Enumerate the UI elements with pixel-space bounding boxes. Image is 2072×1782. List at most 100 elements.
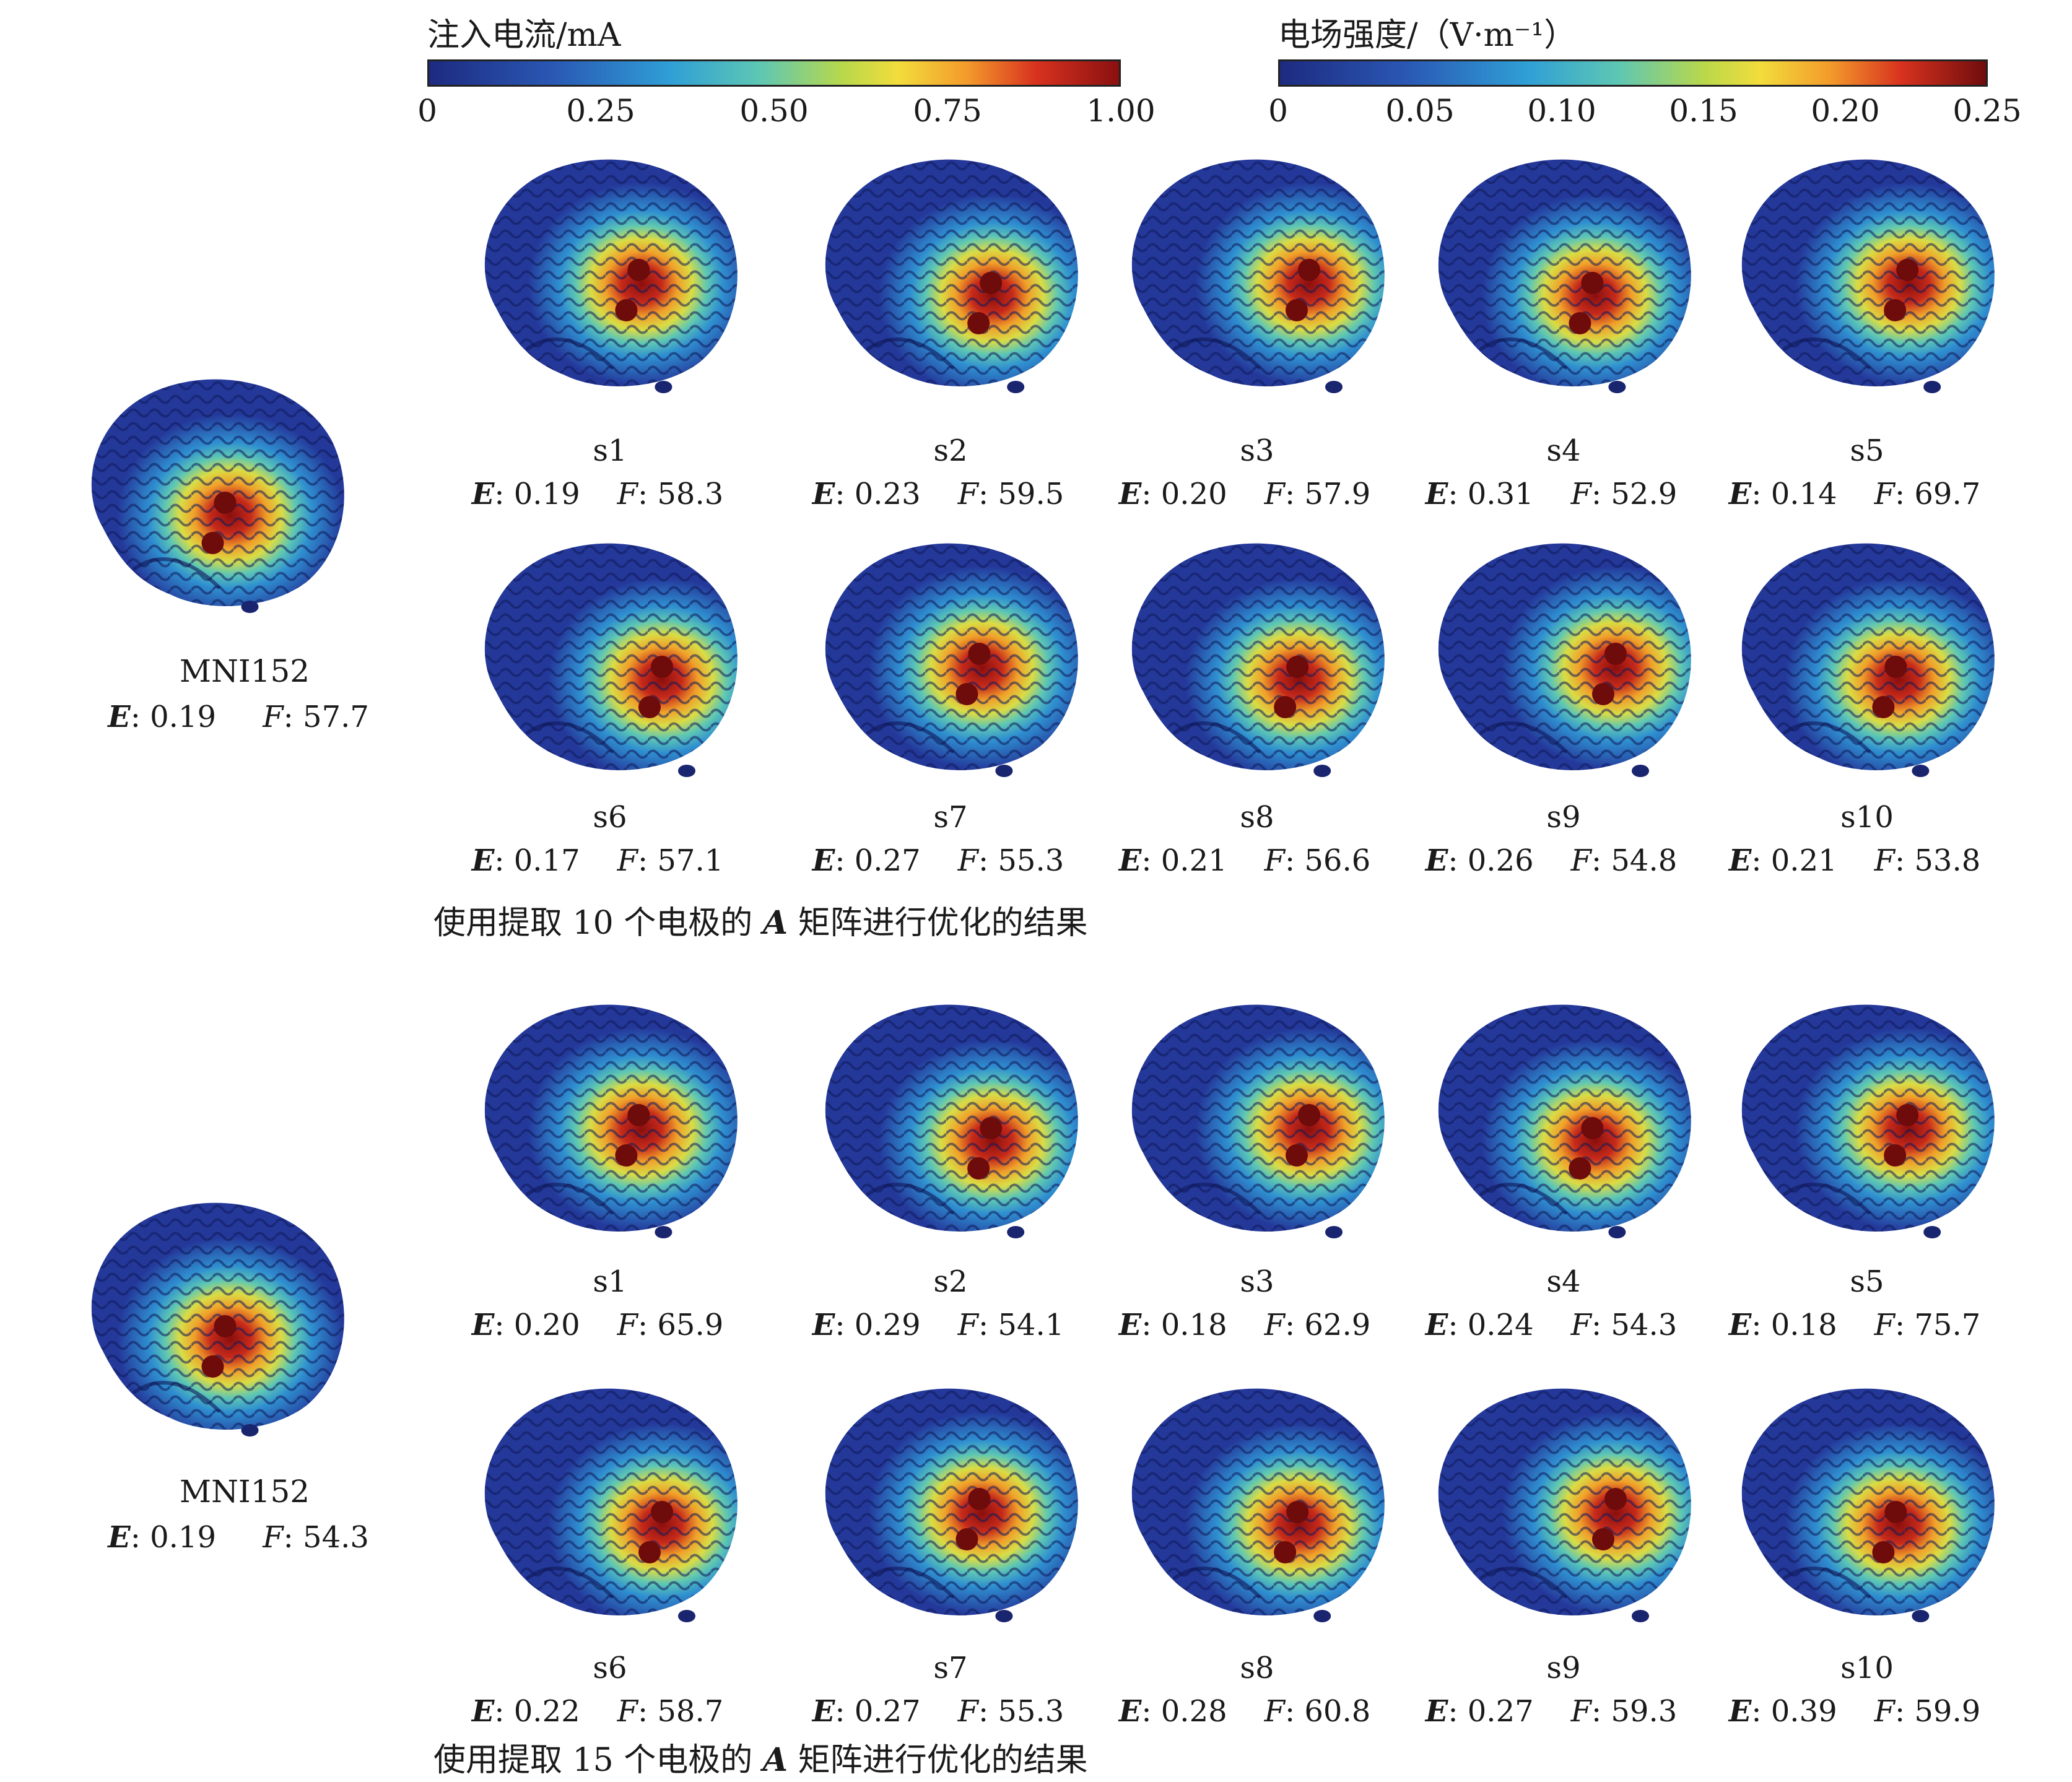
f-value: 69.7 <box>1914 477 1981 511</box>
field-tick: 0 <box>1268 93 1288 129</box>
e-value: 0.17 <box>513 843 580 878</box>
subject-brain-image <box>1412 146 1703 406</box>
subject-brain-image <box>1715 529 2006 789</box>
subject-metrics: E: 0.20 F: 57.9 <box>1118 477 1371 511</box>
caption-matrix: A <box>762 1741 788 1779</box>
mni152-brain-image <box>65 1189 356 1449</box>
subject-brain-image <box>1715 146 2006 406</box>
subject-label: s8 <box>1240 800 1274 835</box>
e-value: 0.19 <box>513 477 580 511</box>
subject-brain-image <box>1105 529 1396 789</box>
e-value: 0.14 <box>1770 477 1837 511</box>
mni152-label: MNI152 <box>179 1474 310 1510</box>
e-key: E <box>1118 843 1142 878</box>
subject-metrics: E: 0.27 F: 59.3 <box>1425 1694 1678 1729</box>
e-key: E <box>471 477 495 511</box>
e-key: E <box>471 1308 495 1342</box>
e-value: 0.20 <box>513 1308 580 1342</box>
f-value: 54.3 <box>303 1520 369 1555</box>
subject-label: s4 <box>1546 1264 1581 1299</box>
e-key: E <box>812 477 835 511</box>
e-value: 0.39 <box>1770 1694 1837 1729</box>
e-key: E <box>108 700 131 734</box>
subject-label: s6 <box>593 1651 627 1685</box>
e-key: E <box>471 1694 495 1729</box>
e-key: E <box>812 843 835 878</box>
subject-brain-image <box>1412 1375 1703 1635</box>
subject-metrics: E: 0.39 F: 59.9 <box>1728 1694 1981 1729</box>
field-tick: 0.25 <box>1952 93 2022 129</box>
e-value: 0.24 <box>1467 1308 1534 1342</box>
subject-label: s8 <box>1240 1651 1274 1685</box>
subject-metrics: E: 0.18 F: 75.7 <box>1728 1308 1981 1342</box>
subject-brain-image <box>799 1375 1090 1635</box>
subject-metrics: E: 0.19 F: 58.3 <box>471 477 724 511</box>
current-tick: 0.75 <box>913 93 982 129</box>
subject-brain-image <box>799 991 1090 1251</box>
subject-brain-image <box>1105 1375 1396 1635</box>
current-colorbar-title: 注入电流/mA <box>427 17 621 54</box>
f-key: F <box>1874 843 1895 878</box>
subject-label: s6 <box>593 800 627 835</box>
f-key: F <box>957 1308 978 1342</box>
subject-label: s5 <box>1850 1264 1884 1299</box>
f-value: 57.1 <box>657 843 724 878</box>
f-value: 55.3 <box>998 843 1064 878</box>
e-key: E <box>1118 477 1142 511</box>
e-key: E <box>1118 1308 1142 1342</box>
f-value: 53.8 <box>1914 843 1981 878</box>
f-value: 58.7 <box>657 1694 724 1729</box>
mni152-brain-image <box>65 365 356 625</box>
e-value: 0.18 <box>1770 1308 1837 1342</box>
field-tick: 0.05 <box>1385 93 1455 129</box>
e-key: E <box>1425 1694 1448 1729</box>
f-key: F <box>1874 477 1895 511</box>
e-value: 0.21 <box>1160 843 1227 878</box>
e-key: E <box>1425 843 1448 878</box>
f-value: 62.9 <box>1304 1308 1371 1342</box>
e-key: E <box>471 843 495 878</box>
caption-text: 矩阵进行优化的结果 <box>788 905 1088 942</box>
f-key: F <box>957 477 978 511</box>
f-value: 60.8 <box>1304 1694 1371 1729</box>
subject-metrics: E: 0.27 F: 55.3 <box>812 1694 1064 1729</box>
f-key: F <box>1264 843 1285 878</box>
e-value: 0.26 <box>1467 843 1534 878</box>
subject-brain-image <box>458 146 749 406</box>
subject-metrics: E: 0.31 F: 52.9 <box>1425 477 1678 511</box>
e-key: E <box>1728 843 1752 878</box>
current-tick: 1.00 <box>1086 93 1156 129</box>
subject-label: s3 <box>1240 433 1274 468</box>
f-value: 57.9 <box>1304 477 1371 511</box>
f-key: F <box>1264 477 1285 511</box>
mni152-label: MNI152 <box>179 653 310 689</box>
subject-label: s2 <box>933 433 968 468</box>
subject-metrics: E: 0.22 F: 58.7 <box>471 1694 724 1729</box>
subject-metrics: E: 0.21 F: 53.8 <box>1728 843 1981 878</box>
f-value: 59.5 <box>998 477 1064 511</box>
subject-label: s10 <box>1840 1651 1894 1685</box>
subject-label: s9 <box>1546 800 1581 835</box>
subject-label: s3 <box>1240 1264 1274 1299</box>
subject-label: s4 <box>1546 433 1581 468</box>
e-key: E <box>812 1308 835 1342</box>
caption-text: 使用提取 15 个电极的 <box>433 1742 763 1779</box>
caption-text: 使用提取 10 个电极的 <box>433 905 763 942</box>
f-key: F <box>957 843 978 878</box>
f-key: F <box>1874 1694 1895 1729</box>
subject-brain-image <box>1715 1375 2006 1635</box>
subject-brain-image <box>1715 991 2006 1251</box>
f-value: 55.3 <box>998 1694 1064 1729</box>
subject-brain-image <box>1412 529 1703 789</box>
e-value: 0.27 <box>854 843 921 878</box>
f-value: 54.1 <box>998 1308 1064 1342</box>
e-key: E <box>1425 477 1448 511</box>
f-value: 54.8 <box>1611 843 1678 878</box>
caption-matrix: A <box>762 904 788 942</box>
subject-label: s7 <box>933 800 968 835</box>
current-colorbar <box>427 59 1121 87</box>
subject-metrics: E: 0.29 F: 54.1 <box>812 1308 1064 1342</box>
subject-metrics: E: 0.27 F: 55.3 <box>812 843 1064 878</box>
f-value: 56.6 <box>1304 843 1371 878</box>
subject-label: s10 <box>1840 800 1894 835</box>
